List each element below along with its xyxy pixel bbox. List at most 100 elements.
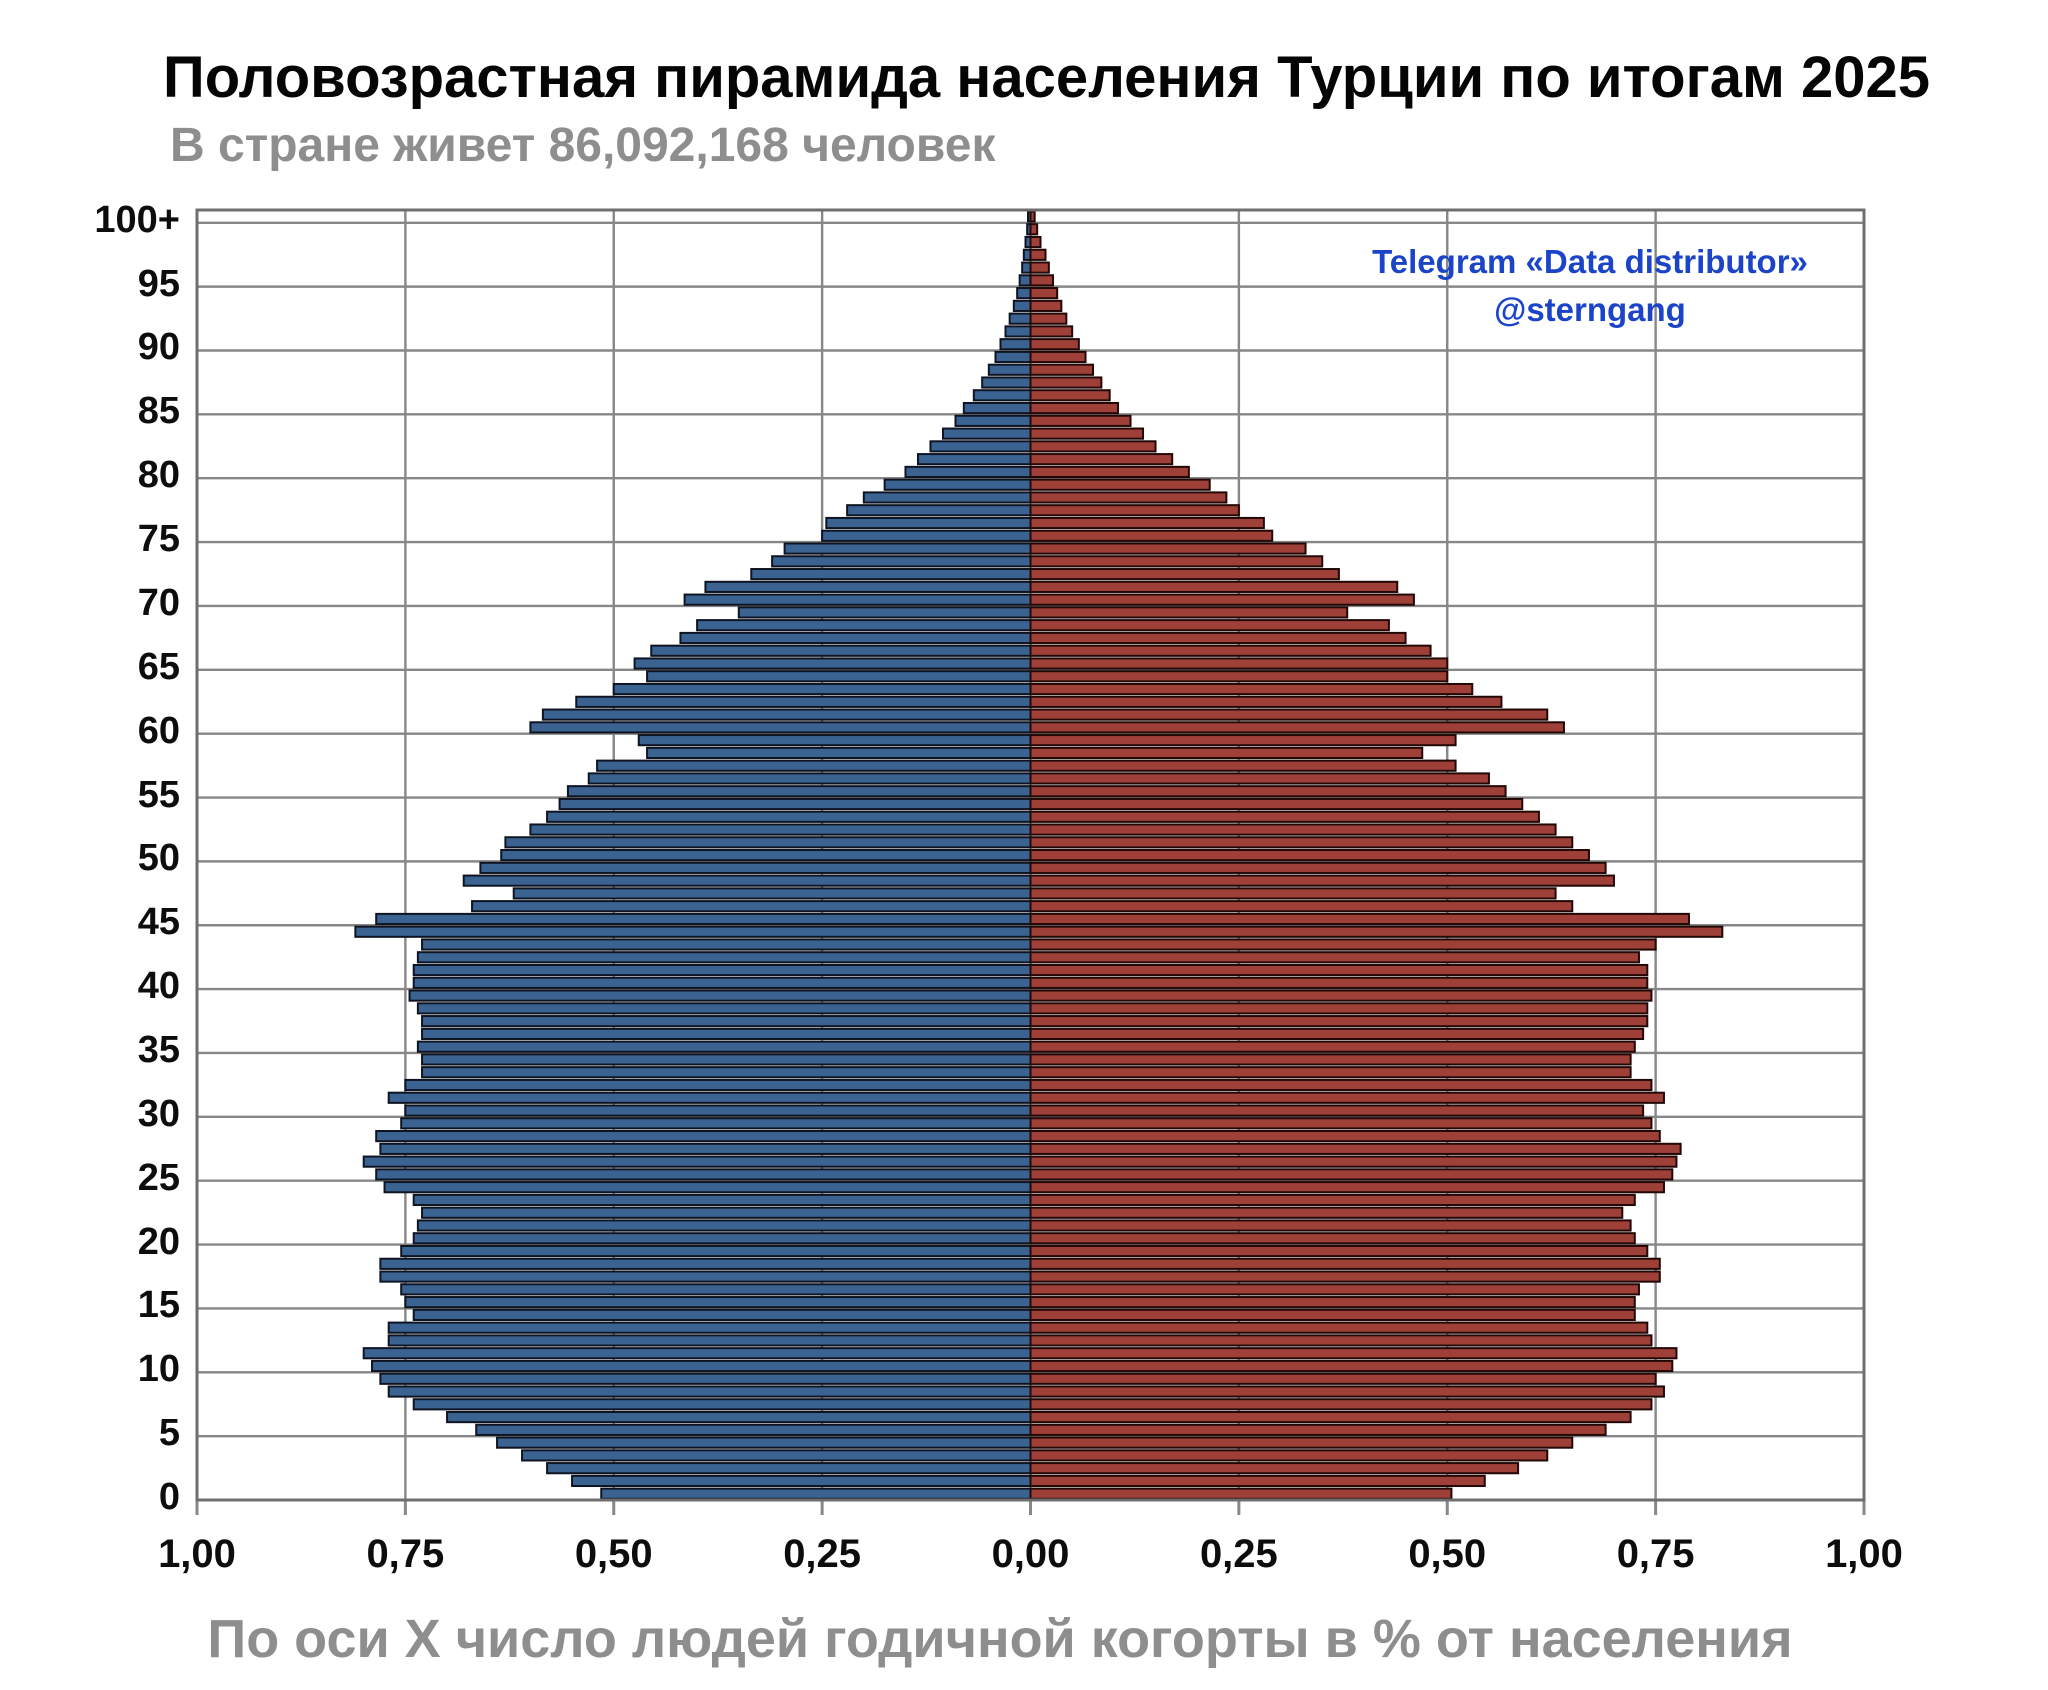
bar-male-age-39 xyxy=(408,989,1032,1002)
bar-female-age-69 xyxy=(1029,606,1349,619)
bar-female-age-11 xyxy=(1029,1347,1678,1360)
bar-male-age-6 xyxy=(446,1410,1032,1424)
bar-female-age-58 xyxy=(1029,746,1424,760)
bar-male-age-16 xyxy=(400,1283,1032,1296)
bar-female-age-95 xyxy=(1029,274,1055,287)
bar-female-age-77 xyxy=(1029,504,1240,517)
x-axis-label-3-0,25: 0,25 xyxy=(783,1532,862,1576)
bar-male-age-20 xyxy=(412,1232,1032,1245)
bar-male-age-58 xyxy=(646,746,1032,760)
y-axis-label-25: 25 xyxy=(137,1156,180,1199)
y-axis-label-100+: 100+ xyxy=(94,198,180,241)
bar-male-age-42 xyxy=(416,951,1032,964)
bar-male-age-84 xyxy=(954,414,1032,427)
bar-male-age-76 xyxy=(825,516,1032,530)
bar-female-age-45 xyxy=(1029,912,1690,926)
bar-male-age-79 xyxy=(883,478,1032,491)
x-axis-label-5-0,25: 0,25 xyxy=(1199,1532,1278,1576)
y-axis-label-70: 70 xyxy=(137,581,180,624)
bar-male-age-95 xyxy=(1018,274,1032,287)
bar-male-age-36 xyxy=(421,1027,1032,1040)
bar-female-age-52 xyxy=(1029,823,1557,836)
bar-female-age-84 xyxy=(1029,414,1132,427)
bar-male-age-71 xyxy=(704,580,1032,593)
x-axis-label-2-0,50: 0,50 xyxy=(574,1532,653,1576)
bar-male-age-70 xyxy=(683,593,1032,606)
bar-female-age-68 xyxy=(1029,619,1390,632)
bar-female-age-40 xyxy=(1029,976,1649,989)
bar-female-age-81 xyxy=(1029,453,1174,466)
bar-female-age-71 xyxy=(1029,580,1399,593)
bar-female-age-39 xyxy=(1029,989,1653,1002)
y-axis-label-30: 30 xyxy=(137,1092,180,1135)
bar-male-age-86 xyxy=(972,389,1032,402)
bar-female-age-88 xyxy=(1029,363,1095,376)
bar-female-age-24 xyxy=(1029,1181,1665,1194)
bar-female-age-26 xyxy=(1029,1155,1678,1168)
bar-female-age-93 xyxy=(1029,299,1063,312)
bar-female-age-60 xyxy=(1029,721,1565,734)
bar-male-age-97 xyxy=(1022,248,1032,261)
bar-female-age-94 xyxy=(1029,287,1059,300)
bar-female-age-92 xyxy=(1029,312,1068,325)
bar-female-age-33 xyxy=(1029,1066,1632,1079)
bar-female-age-15 xyxy=(1029,1296,1636,1309)
page-title: Половозрастная пирамида населения Турции… xyxy=(163,45,1931,110)
bar-male-age-0 xyxy=(600,1487,1032,1500)
bar-female-age-36 xyxy=(1029,1027,1645,1040)
bar-female-age-25 xyxy=(1029,1168,1674,1181)
bar-female-age-3 xyxy=(1029,1449,1549,1462)
bar-male-age-82 xyxy=(929,440,1032,453)
bar-female-age-90 xyxy=(1029,338,1080,351)
bar-male-age-32 xyxy=(404,1078,1032,1092)
bar-female-age-34 xyxy=(1029,1053,1632,1066)
y-axis-label-85: 85 xyxy=(137,390,180,433)
y-axis-label-5: 5 xyxy=(158,1412,180,1455)
telegram-watermark: Telegram «Data distributor» @sterngang xyxy=(1290,238,1890,334)
bar-female-age-66 xyxy=(1029,644,1432,657)
bar-female-age-0 xyxy=(1029,1487,1453,1500)
x-axis-label-8-1,00: 1,00 xyxy=(1825,1532,1903,1576)
bar-male-age-90 xyxy=(999,338,1032,351)
bar-male-age-51 xyxy=(504,836,1032,849)
y-axis-label-55: 55 xyxy=(137,773,180,816)
bar-female-age-75 xyxy=(1029,529,1274,542)
bar-male-age-49 xyxy=(479,861,1032,874)
bar-male-age-48 xyxy=(462,874,1032,887)
bar-female-age-99 xyxy=(1029,223,1039,236)
bar-female-age-5 xyxy=(1029,1423,1607,1436)
bar-male-age-78 xyxy=(862,491,1032,504)
y-axis-label-20: 20 xyxy=(137,1220,180,1263)
bar-female-age-37 xyxy=(1029,1015,1649,1028)
bar-female-age-55 xyxy=(1029,785,1507,798)
bar-male-age-29 xyxy=(400,1117,1032,1130)
bar-male-age-74 xyxy=(783,542,1032,555)
y-axis-label-40: 40 xyxy=(137,965,180,1008)
bar-female-age-85 xyxy=(1029,401,1120,415)
bar-female-age-65 xyxy=(1029,657,1449,670)
bar-male-age-50 xyxy=(500,849,1032,862)
y-axis-label-45: 45 xyxy=(137,901,180,944)
bar-female-age-4 xyxy=(1029,1436,1574,1449)
bar-male-age-52 xyxy=(529,823,1032,836)
bar-male-age-80 xyxy=(904,465,1032,479)
bar-female-age-14 xyxy=(1029,1308,1636,1321)
bar-male-age-72 xyxy=(750,568,1032,581)
y-axis-label-35: 35 xyxy=(137,1028,180,1071)
bar-male-age-30 xyxy=(404,1104,1032,1117)
bar-male-age-19 xyxy=(400,1244,1032,1258)
bar-male-age-55 xyxy=(566,785,1032,798)
bar-male-age-64 xyxy=(646,670,1032,683)
bar-male-age-67 xyxy=(679,631,1032,645)
bar-male-age-18 xyxy=(379,1257,1032,1270)
bar-female-age-73 xyxy=(1029,555,1324,568)
bar-male-age-7 xyxy=(412,1398,1032,1411)
bar-female-age-31 xyxy=(1029,1091,1665,1104)
bar-male-age-85 xyxy=(962,401,1032,415)
bar-female-age-6 xyxy=(1029,1410,1632,1424)
bar-female-age-51 xyxy=(1029,836,1574,849)
bar-male-age-45 xyxy=(375,912,1032,926)
bar-male-age-15 xyxy=(404,1296,1032,1309)
bar-male-age-89 xyxy=(994,350,1032,364)
